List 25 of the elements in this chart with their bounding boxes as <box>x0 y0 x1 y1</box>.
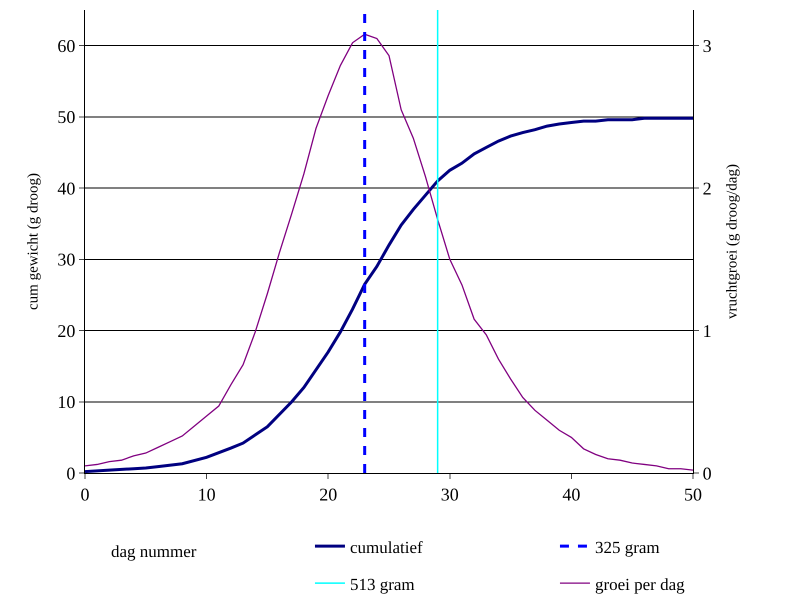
y-tick-label: 40 <box>57 178 76 198</box>
line-series <box>85 34 693 471</box>
x-tick-label: 20 <box>319 484 338 505</box>
y-tick-label: 20 <box>57 320 76 341</box>
y2-tick-label: 3 <box>702 36 712 56</box>
legend-label: cumulatief <box>350 538 423 557</box>
x-axis-title: dag nummer <box>111 542 197 561</box>
y-axis-title: cum gewicht (g droog) <box>26 172 42 310</box>
legend-label: 325 gram <box>594 538 660 557</box>
y-tick-label: 10 <box>57 392 76 412</box>
legend-label: groei per dag <box>594 574 686 594</box>
y2-tick-label: 1 <box>702 320 712 341</box>
y2-tick-label: 0 <box>702 463 712 484</box>
x-tick-label: 10 <box>198 484 216 505</box>
y-tick-label: 0 <box>66 463 76 484</box>
x-tick-label: 0 <box>80 484 90 505</box>
y-tick-label: 50 <box>57 107 76 128</box>
y2-axis-title: vruchtgroei (g droog/dag) <box>724 164 741 319</box>
y-tick-label: 60 <box>57 36 76 56</box>
x-tick-label: 40 <box>562 484 580 505</box>
legend-label: 513 gram <box>350 574 415 594</box>
x-tick-label: 30 <box>440 484 459 505</box>
x-tick-label: 50 <box>684 484 702 505</box>
y-tick-label: 30 <box>57 250 76 270</box>
y2-tick-label: 2 <box>702 178 712 198</box>
